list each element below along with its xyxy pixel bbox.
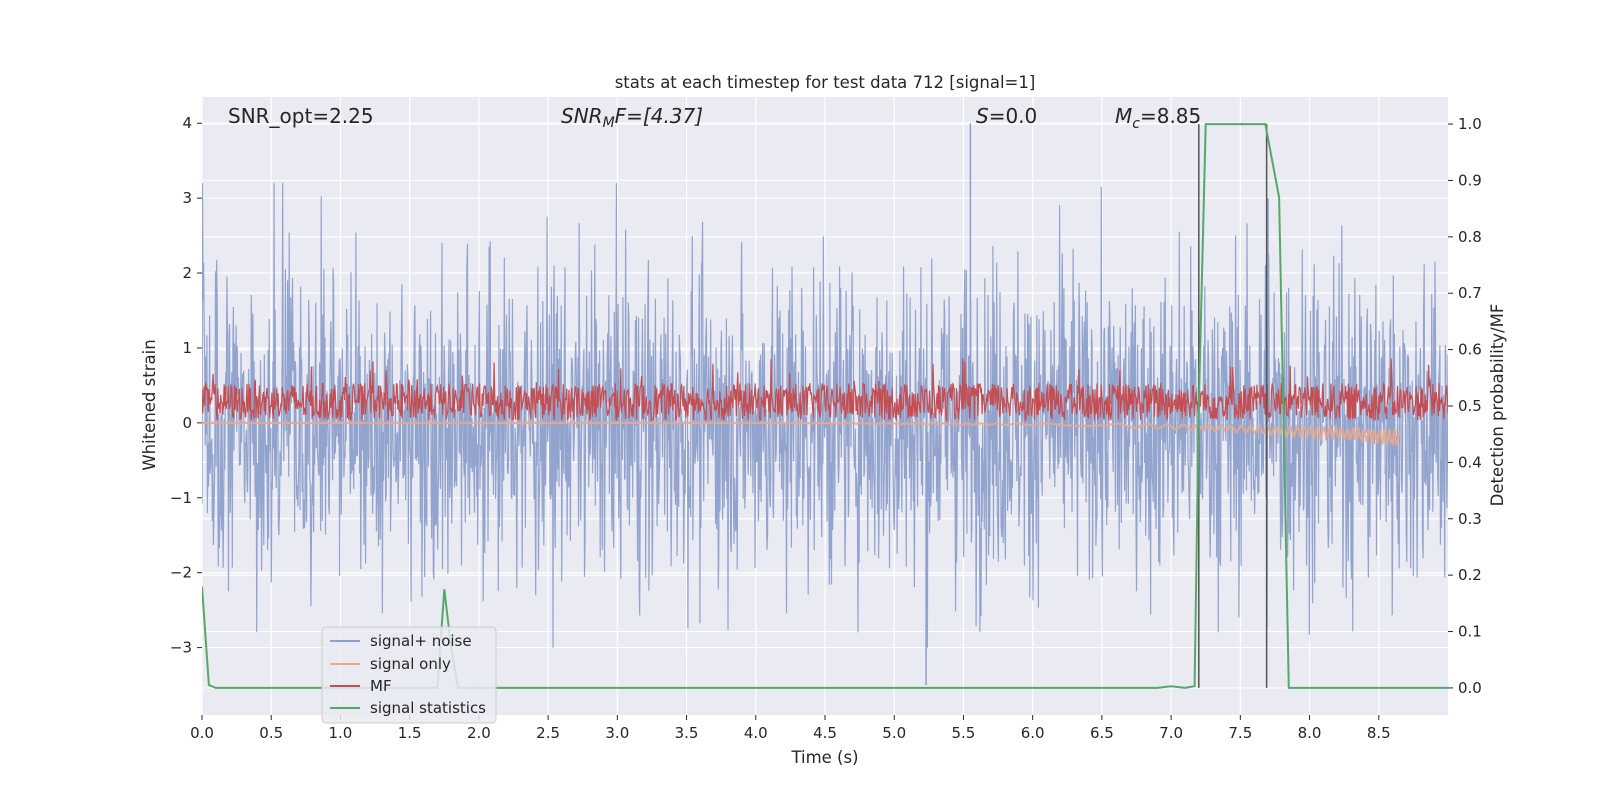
y-right-tick-label: 0.6: [1458, 341, 1482, 359]
x-tick-label: 2.5: [536, 724, 560, 742]
y-right-tick-label: 0.3: [1458, 510, 1482, 528]
x-tick-label: 3.5: [675, 724, 699, 742]
y-left-tick-label: 2: [182, 264, 192, 282]
x-tick-label: 8.5: [1367, 724, 1391, 742]
y-left-tick-label: 0: [182, 414, 192, 432]
legend-box: [321, 626, 497, 724]
y-right-tick-label: 0.4: [1458, 453, 1482, 471]
y-right-tick-label: 0.1: [1458, 623, 1482, 641]
x-tick-label: 6.0: [1021, 724, 1045, 742]
y-left-tick-label: 3: [182, 189, 192, 207]
legend-label-signal-statistics: signal statistics: [370, 699, 486, 717]
x-tick-label: 5.0: [882, 724, 906, 742]
x-tick-label: 4.5: [813, 724, 837, 742]
x-tick-label: 3.0: [605, 724, 629, 742]
y-left-tick-label: −1: [170, 489, 192, 507]
x-axis-ticks: 0.0 0.5 1.0 1.5 2.0 2.5 3.0 3.5 4.0 4.5 5.0 5.5 6.0 6…: [190, 715, 1391, 742]
legend: signal+ noise signal only MF signal stat…: [321, 626, 497, 724]
chart-title: stats at each timestep for test data 712…: [615, 73, 1036, 92]
x-tick-label: 8.0: [1298, 724, 1322, 742]
annotation-mc: Mc=8.85: [1115, 104, 1201, 132]
y-right-tick-label: 0.2: [1458, 566, 1482, 584]
y-left-tick-label: −3: [170, 639, 192, 657]
x-tick-label: 0.0: [190, 724, 214, 742]
signal-only-series: [202, 421, 1401, 447]
y-left-tick-label: −2: [170, 564, 192, 582]
y-right-tick-label: 0.0: [1458, 679, 1482, 697]
y-right-tick-label: 0.8: [1458, 228, 1482, 246]
x-tick-label: 6.5: [1090, 724, 1114, 742]
x-tick-label: 7.5: [1228, 724, 1252, 742]
x-axis-label: Time (s): [790, 748, 858, 767]
y-axis-left-ticks: 4 3 2 1 0 −1 −2 −3: [170, 114, 202, 657]
annotation-snr-opt: SNR_opt=2.25: [228, 104, 374, 128]
legend-label-signal-noise: signal+ noise: [370, 632, 472, 650]
mf-line: [202, 358, 1448, 423]
annotation-snr-mf: SNRMF=[4.37]: [561, 104, 703, 131]
annotation-s: S=0.0: [976, 104, 1037, 128]
legend-label-signal-only: signal only: [370, 655, 451, 673]
y-right-tick-label: 0.9: [1458, 171, 1482, 189]
x-tick-label: 4.0: [744, 724, 768, 742]
legend-label-mf: MF: [370, 677, 392, 695]
x-tick-label: 0.5: [259, 724, 283, 742]
x-tick-label: 1.0: [329, 724, 353, 742]
y-axis-right-label: Detection probability/MF: [1488, 304, 1507, 507]
y-left-tick-label: 1: [182, 339, 192, 357]
signal-only-line: [202, 421, 1401, 447]
x-tick-label: 5.5: [952, 724, 976, 742]
x-tick-label: 2.0: [467, 724, 491, 742]
y-right-tick-label: 0.7: [1458, 284, 1482, 302]
y-right-tick-label: 1.0: [1458, 115, 1482, 133]
y-right-tick-label: 0.5: [1458, 397, 1482, 415]
y-left-tick-label: 4: [182, 114, 192, 132]
y-axis-left-label: Whitened strain: [140, 339, 159, 470]
x-tick-label: 1.5: [398, 724, 422, 742]
mf-series: [202, 358, 1448, 423]
x-tick-label: 7.0: [1159, 724, 1183, 742]
y-axis-right-ticks: 1.0 0.9 0.8 0.7 0.6 0.5 0.4 0.3 0.2 0.1 0.0: [1448, 115, 1482, 697]
